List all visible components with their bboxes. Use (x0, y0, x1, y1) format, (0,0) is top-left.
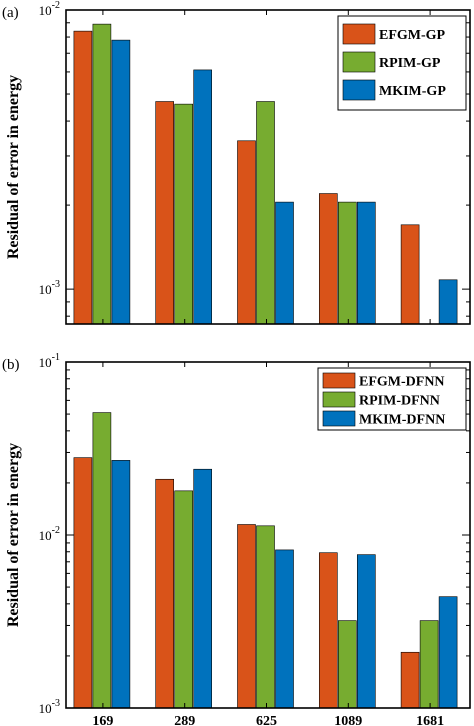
bar-rpim-dfnn-169 (92, 412, 112, 709)
bar-efgm-gp-169 (73, 30, 93, 325)
panel-b: 10-1 10-2 10-3 169 289 625 1089 1681 (b) Residual… (2, 352, 471, 726)
bar-mkim-dfnn-289 (193, 468, 212, 709)
panel-label: (b) (2, 357, 20, 373)
bar-efgm-gp-1089 (318, 193, 338, 325)
x-tick-label: 289 (174, 714, 195, 726)
bar-efgm-gp-289 (155, 101, 174, 325)
bar-mkim-dfnn-625 (275, 549, 294, 709)
bar-rpim-gp-169 (92, 23, 112, 325)
y-axis-title: Residual of error in energy (5, 443, 22, 627)
bar-mkim-dfnn-1681 (438, 596, 458, 709)
y-tick-label: 10-2 (39, 525, 60, 543)
bar-mkim-dfnn-169 (111, 460, 131, 709)
x-tick-label: 169 (92, 714, 113, 726)
legend-swatch (322, 391, 356, 408)
bar-rpim-gp-1089 (337, 201, 357, 325)
bar-mkim-gp-289 (193, 69, 212, 325)
panel-a: 10-2 10-3 (a) Residual of error in energy EF… (2, 0, 471, 325)
bar-mkim-dfnn-1089 (356, 554, 376, 709)
axes-box (65, 9, 471, 325)
axes-box (65, 361, 471, 709)
bar-mkim-gp-1089 (356, 201, 376, 325)
panel-label: (a) (2, 5, 19, 21)
y-tick-label: 10-3 (39, 279, 60, 297)
x-tick-label: 1089 (334, 714, 362, 726)
bar-efgm-dfnn-289 (155, 478, 174, 709)
legend-swatch (322, 410, 356, 427)
x-tick-label: 625 (256, 714, 277, 726)
bar-rpim-dfnn-625 (256, 525, 275, 709)
legend-label: RPIM-GP (379, 56, 441, 71)
bar-rpim-dfnn-289 (174, 490, 193, 709)
legend-label: MKIM-DFNN (359, 413, 445, 428)
legend: EFGM-GP RPIM-GP MKIM-GP (337, 15, 467, 111)
bar-mkim-gp-625 (275, 201, 294, 325)
bar-rpim-gp-289 (174, 103, 193, 325)
y-tick-label: 10-1 (39, 352, 60, 370)
bar-efgm-dfnn-1089 (318, 552, 338, 709)
y-tick-label: 10-3 (39, 698, 60, 716)
bar-rpim-dfnn-1681 (419, 620, 439, 709)
legend-swatch (342, 23, 376, 45)
bar-efgm-gp-625 (237, 140, 256, 325)
bar-efgm-gp-1681 (400, 224, 420, 325)
legend-label: RPIM-DFNN (359, 394, 440, 409)
bar-mkim-gp-169 (111, 39, 131, 325)
bar-efgm-dfnn-625 (237, 524, 256, 709)
bar-rpim-gp-625 (256, 101, 275, 325)
x-tick-label: 1681 (416, 714, 444, 726)
legend-swatch (342, 51, 376, 73)
legend: EFGM-DFNN RPIM-DFNN MKIM-DFNN (317, 367, 467, 431)
bar-rpim-dfnn-1089 (337, 620, 357, 709)
bar-mkim-gp-1681 (438, 279, 458, 325)
legend-swatch (342, 79, 376, 101)
bar-efgm-dfnn-1681 (400, 651, 420, 709)
y-axis-title: Residual of error in energy (5, 75, 22, 259)
legend-label: EFGM-DFNN (359, 375, 445, 390)
legend-label: EFGM-GP (379, 28, 446, 43)
legend-label: MKIM-GP (379, 84, 446, 99)
bar-efgm-dfnn-169 (73, 457, 93, 709)
legend-swatch (322, 372, 356, 389)
y-tick-label: 10-2 (39, 0, 60, 18)
